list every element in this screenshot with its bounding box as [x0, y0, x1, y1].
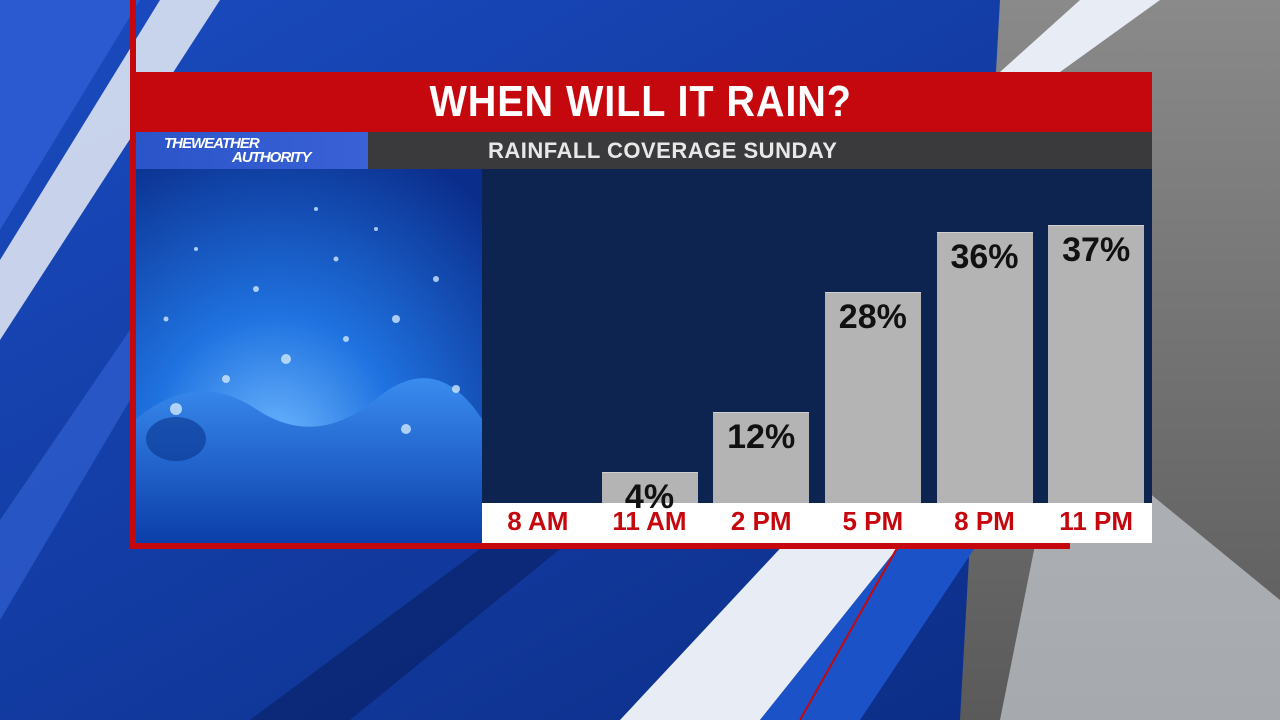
chart-title: WHEN WILL IT RAIN?: [429, 77, 853, 126]
bar-value-label: 12%: [727, 418, 796, 456]
bar: [936, 232, 1033, 503]
title-bar: WHEN WILL IT RAIN?: [130, 72, 1152, 132]
bar-value-label: 28%: [838, 298, 907, 336]
bar: [824, 292, 921, 503]
chart-subtitle: RAINFALL COVERAGE SUNDAY: [488, 137, 838, 163]
chart-plot-area: [482, 169, 1152, 503]
x-tick-label: 11 AM: [612, 506, 687, 536]
x-tick-label: 8 AM: [507, 506, 569, 536]
rain-splash-image: [136, 169, 482, 543]
red-frame-bottom: [130, 543, 1070, 549]
x-axis-strip: [482, 503, 1152, 543]
red-frame-left: [130, 0, 136, 546]
bar: [601, 472, 698, 503]
x-tick-label: 11 PM: [1059, 506, 1134, 536]
weather-authority-logo: THEWEATHER AUTHORITY: [136, 132, 368, 169]
bar-value-label: 37%: [1062, 230, 1131, 269]
x-tick-label: 8 PM: [954, 506, 1015, 536]
x-tick-label: 2 PM: [730, 506, 792, 536]
x-tick-label: 5 PM: [842, 506, 904, 536]
logo-line1: THEWEATHER: [164, 135, 260, 152]
bar: [713, 412, 810, 503]
subtitle-bar: RAINFALL COVERAGE SUNDAY: [368, 132, 1152, 169]
bar-value-label: 36%: [950, 238, 1019, 276]
bar-value-label: 4%: [624, 478, 675, 516]
logo-line2: AUTHORITY: [232, 149, 311, 166]
bar: [1048, 224, 1145, 503]
